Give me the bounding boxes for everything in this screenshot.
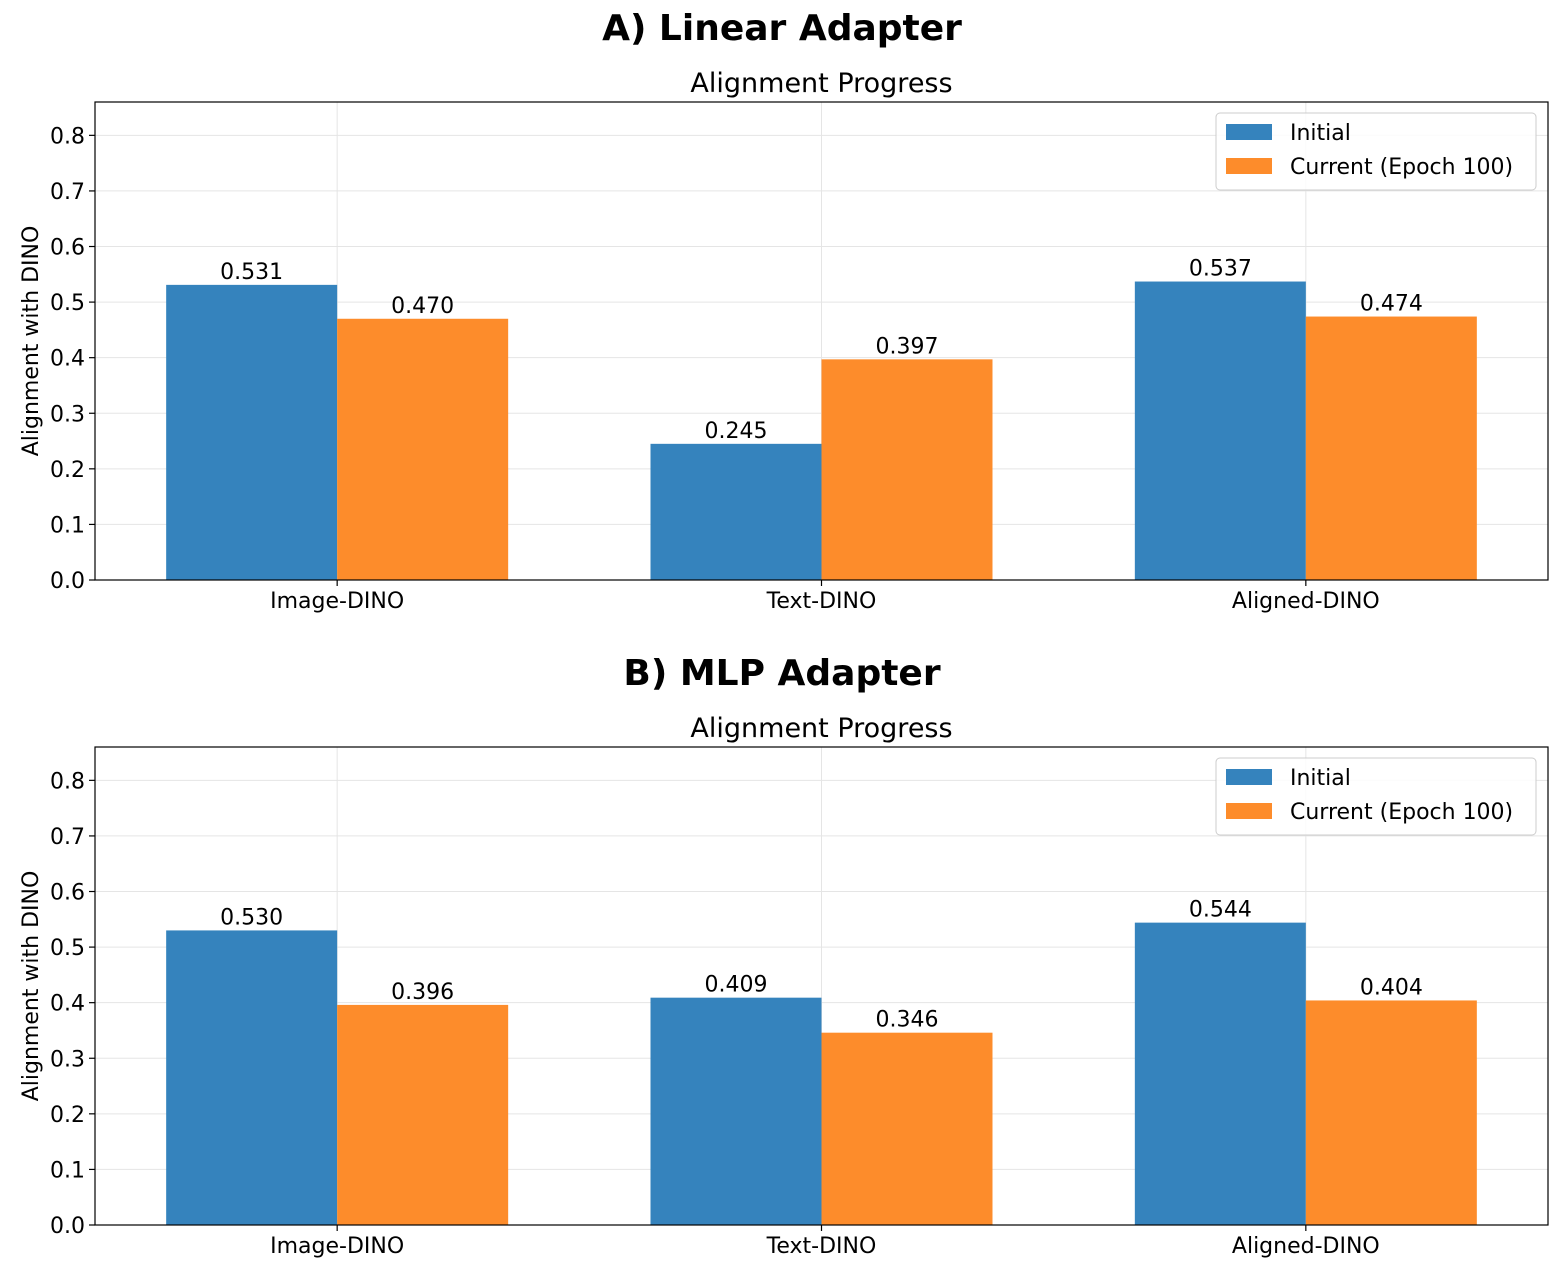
x-tick-label: Image-DINO xyxy=(270,589,404,614)
y-tick-label: 0.0 xyxy=(50,1214,85,1239)
bar-current xyxy=(337,318,509,580)
bar-value-label: 0.544 xyxy=(1189,898,1252,923)
legend: Initial Current (Epoch 100) xyxy=(1215,757,1537,836)
x-tick-label: Aligned-DINO xyxy=(1232,1234,1380,1259)
bar-value-label: 0.245 xyxy=(705,419,768,444)
bar-current xyxy=(821,1032,993,1225)
y-tick-label: 0.6 xyxy=(50,236,85,261)
legend-box xyxy=(1215,112,1537,191)
chart-title: Alignment Progress xyxy=(690,713,952,744)
y-tick-label: 0.0 xyxy=(50,569,85,594)
legend-swatch xyxy=(1226,124,1272,140)
y-tick-label: 0.2 xyxy=(50,1103,85,1128)
bar-current xyxy=(1305,316,1477,580)
y-tick-label: 0.6 xyxy=(50,881,85,906)
bar-current xyxy=(337,1004,509,1225)
panel-title: B) MLP Adapter xyxy=(623,653,941,694)
legend-label: Current (Epoch 100) xyxy=(1290,800,1513,825)
bar-value-label: 0.537 xyxy=(1189,257,1252,282)
bar-value-label: 0.530 xyxy=(220,905,283,930)
bar-initial xyxy=(650,997,822,1225)
y-tick-label: 0.1 xyxy=(50,1158,85,1183)
y-axis-label: Alignment with DINO xyxy=(19,871,44,1102)
bar-initial xyxy=(1134,281,1306,580)
legend-label: Initial xyxy=(1290,121,1351,146)
panel-title: A) Linear Adapter xyxy=(602,8,962,49)
bar-initial xyxy=(1134,922,1306,1225)
bar-value-label: 0.346 xyxy=(876,1008,939,1033)
y-axis-label: Alignment with DINO xyxy=(19,226,44,457)
chart-panel-mlp: B) MLP Adapter Alignment Progress 0.530 0.… xyxy=(0,645,1564,1265)
y-tick-label: 0.5 xyxy=(50,936,85,961)
chart-panel-linear: A) Linear Adapter Alignment Progress 0.53… xyxy=(19,8,1549,614)
y-tick-label: 0.4 xyxy=(50,992,85,1017)
bar-initial xyxy=(166,930,338,1225)
bar-value-label: 0.404 xyxy=(1360,975,1423,1000)
y-tick-label: 0.8 xyxy=(50,769,85,794)
legend-label: Initial xyxy=(1290,766,1351,791)
legend: Initial Current (Epoch 100) xyxy=(1215,112,1537,191)
legend-label: Current (Epoch 100) xyxy=(1290,155,1513,180)
bar-value-label: 0.531 xyxy=(220,260,283,285)
y-tick-label: 0.4 xyxy=(50,347,85,372)
bar-current xyxy=(821,359,993,580)
y-tick-label: 0.3 xyxy=(50,1047,85,1072)
y-tick-label: 0.2 xyxy=(50,458,85,483)
bar-current xyxy=(1305,1000,1477,1225)
y-tick-label: 0.7 xyxy=(50,825,85,850)
y-tick-label: 0.1 xyxy=(50,513,85,538)
bar-initial xyxy=(650,443,822,580)
legend-box xyxy=(1215,757,1537,836)
bar-chart-linear: Alignment Progress 0.531 0.245 0.537 0.470 0.… xyxy=(19,68,1549,614)
y-tick-label: 0.3 xyxy=(50,402,85,427)
legend-swatch xyxy=(1226,803,1272,819)
bar-chart-mlp: Alignment Progress 0.530 0.409 0.544 0.396 0.… xyxy=(19,713,1549,1259)
bar-value-label: 0.470 xyxy=(391,294,454,319)
x-tick-label: Image-DINO xyxy=(270,1234,404,1259)
chart-title: Alignment Progress xyxy=(690,68,952,99)
bar-value-label: 0.397 xyxy=(876,334,939,359)
x-tick-label: Aligned-DINO xyxy=(1232,589,1380,614)
y-tick-label: 0.5 xyxy=(50,291,85,316)
y-tick-label: 0.8 xyxy=(50,124,85,149)
bar-value-label: 0.409 xyxy=(705,973,768,998)
y-tick-label: 0.7 xyxy=(50,180,85,205)
bar-value-label: 0.474 xyxy=(1360,292,1423,317)
x-tick-label: Text-DINO xyxy=(766,589,877,614)
bar-value-label: 0.396 xyxy=(391,980,454,1005)
legend-swatch xyxy=(1226,769,1272,785)
x-tick-label: Text-DINO xyxy=(766,1234,877,1259)
bar-initial xyxy=(166,284,338,580)
legend-swatch xyxy=(1226,158,1272,174)
